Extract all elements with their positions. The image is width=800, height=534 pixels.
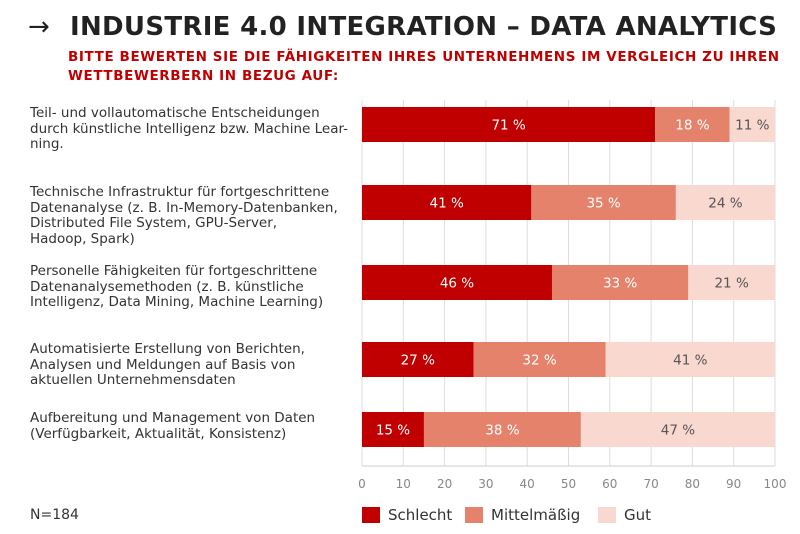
arrow-right-icon: →	[28, 12, 50, 42]
bar-value-label: 41 %	[673, 353, 707, 369]
category-label-line: Datenanalysemethoden (z. B. künstliche	[30, 278, 304, 295]
bar-mittelmäßig	[655, 107, 730, 142]
category-label-line: Distributed File System, GPU-Server,	[30, 215, 278, 231]
bar-value-label: 47 %	[661, 423, 695, 439]
legend-label: Gut	[624, 506, 652, 524]
x-tick-label: 100	[764, 477, 787, 491]
x-tick-label: 60	[602, 477, 617, 491]
category-label-line: Automatisierte Erstellung von Berichten,	[30, 341, 305, 357]
x-tick-label: 70	[643, 477, 658, 491]
bar-schlecht	[362, 342, 474, 377]
category-label: Teil- und vollautomatische Entscheidunge…	[30, 105, 360, 153]
x-tick-label: 10	[396, 477, 411, 491]
bar-value-label: 32 %	[522, 353, 556, 369]
category-label: Technische Infrastruktur für fortgeschri…	[30, 184, 360, 247]
bar-schlecht	[362, 185, 532, 220]
x-tick-label: 20	[437, 477, 452, 491]
bar-value-label: 24 %	[708, 196, 742, 212]
x-tick-label: 80	[685, 477, 700, 491]
category-label-line: Teil- und vollautomatische Entscheidunge…	[30, 105, 320, 121]
chart-subtitle: BITTE BEWERTEN SIE DIE FÄHIGKEITEN IHRES…	[68, 49, 780, 84]
x-tick-label: 50	[561, 477, 576, 491]
bar-gut	[729, 107, 775, 142]
category-label-line: Aufbereitung und Management von Daten	[30, 410, 316, 426]
x-tick-label: 30	[478, 477, 493, 491]
bar-value-label: 18 %	[675, 118, 709, 134]
bar-gut	[605, 342, 775, 377]
bar-value-label: 11 %	[735, 118, 769, 134]
bar-value-label: 41 %	[430, 196, 464, 212]
category-label-line: Personelle Fähigkeiten für fortgeschritt…	[30, 263, 318, 279]
category-label-line: Hadoop, Spark)	[30, 230, 135, 247]
bar-schlecht	[362, 265, 552, 300]
bar-mittelmäßig	[423, 412, 581, 447]
category-label-line: Technische Infrastruktur für fortgeschri…	[30, 184, 330, 200]
legend-label: Mittelmäßig	[491, 506, 581, 524]
bar-value-label: 27 %	[401, 353, 435, 369]
category-label-line: Analysen und Meldungen auf Basis von	[30, 356, 296, 373]
sample-size: N=184	[30, 507, 79, 523]
bar-mittelmäßig	[473, 342, 606, 377]
bar-schlecht	[362, 412, 424, 447]
bar-gut	[688, 265, 775, 300]
legend-swatch	[598, 507, 616, 523]
bar-gut	[580, 412, 775, 447]
category-label-line: Datenanalyse (z. B. In-Memory-Datenbanke…	[30, 199, 338, 216]
bar-mittelmäßig	[551, 265, 689, 300]
bar-value-label: 71 %	[491, 118, 525, 134]
category-label: Aufbereitung und Management von Daten (Ve…	[30, 410, 360, 442]
legend-swatch	[465, 507, 483, 523]
bar-gut	[675, 185, 775, 220]
legend-label: Schlecht	[388, 506, 453, 524]
bar-value-label: 35 %	[586, 196, 620, 212]
category-label: Personelle Fähigkeiten für fortgeschritt…	[30, 263, 360, 311]
bar-mittelmäßig	[531, 185, 676, 220]
bar-value-label: 46 %	[440, 276, 474, 292]
category-label: Automatisierte Erstellung von Berichten,…	[30, 341, 360, 389]
category-label-line: Intelligenz, Data Mining, Machine Learni…	[30, 294, 324, 310]
bar-value-label: 38 %	[485, 423, 519, 439]
bar-value-label: 15 %	[376, 423, 410, 439]
x-tick-label: 90	[726, 477, 741, 491]
category-label-line: ning.	[30, 136, 64, 152]
chart-title: INDUSTRIE 4.0 INTEGRATION – DATA ANALYTI…	[70, 12, 778, 42]
category-label-line: durch künstliche Intelligenz bzw. Machin…	[30, 120, 349, 137]
x-tick-label: 0	[358, 477, 366, 491]
x-tick-label: 40	[520, 477, 535, 491]
bar-value-label: 33 %	[603, 276, 637, 292]
category-label-line: (Verfügbarkeit, Aktualität, Konsistenz)	[30, 425, 287, 442]
legend-swatch	[362, 507, 380, 523]
bar-value-label: 21 %	[714, 276, 748, 292]
bar-schlecht	[362, 107, 656, 142]
category-label-line: aktuellen Unternehmensdaten	[30, 372, 236, 388]
